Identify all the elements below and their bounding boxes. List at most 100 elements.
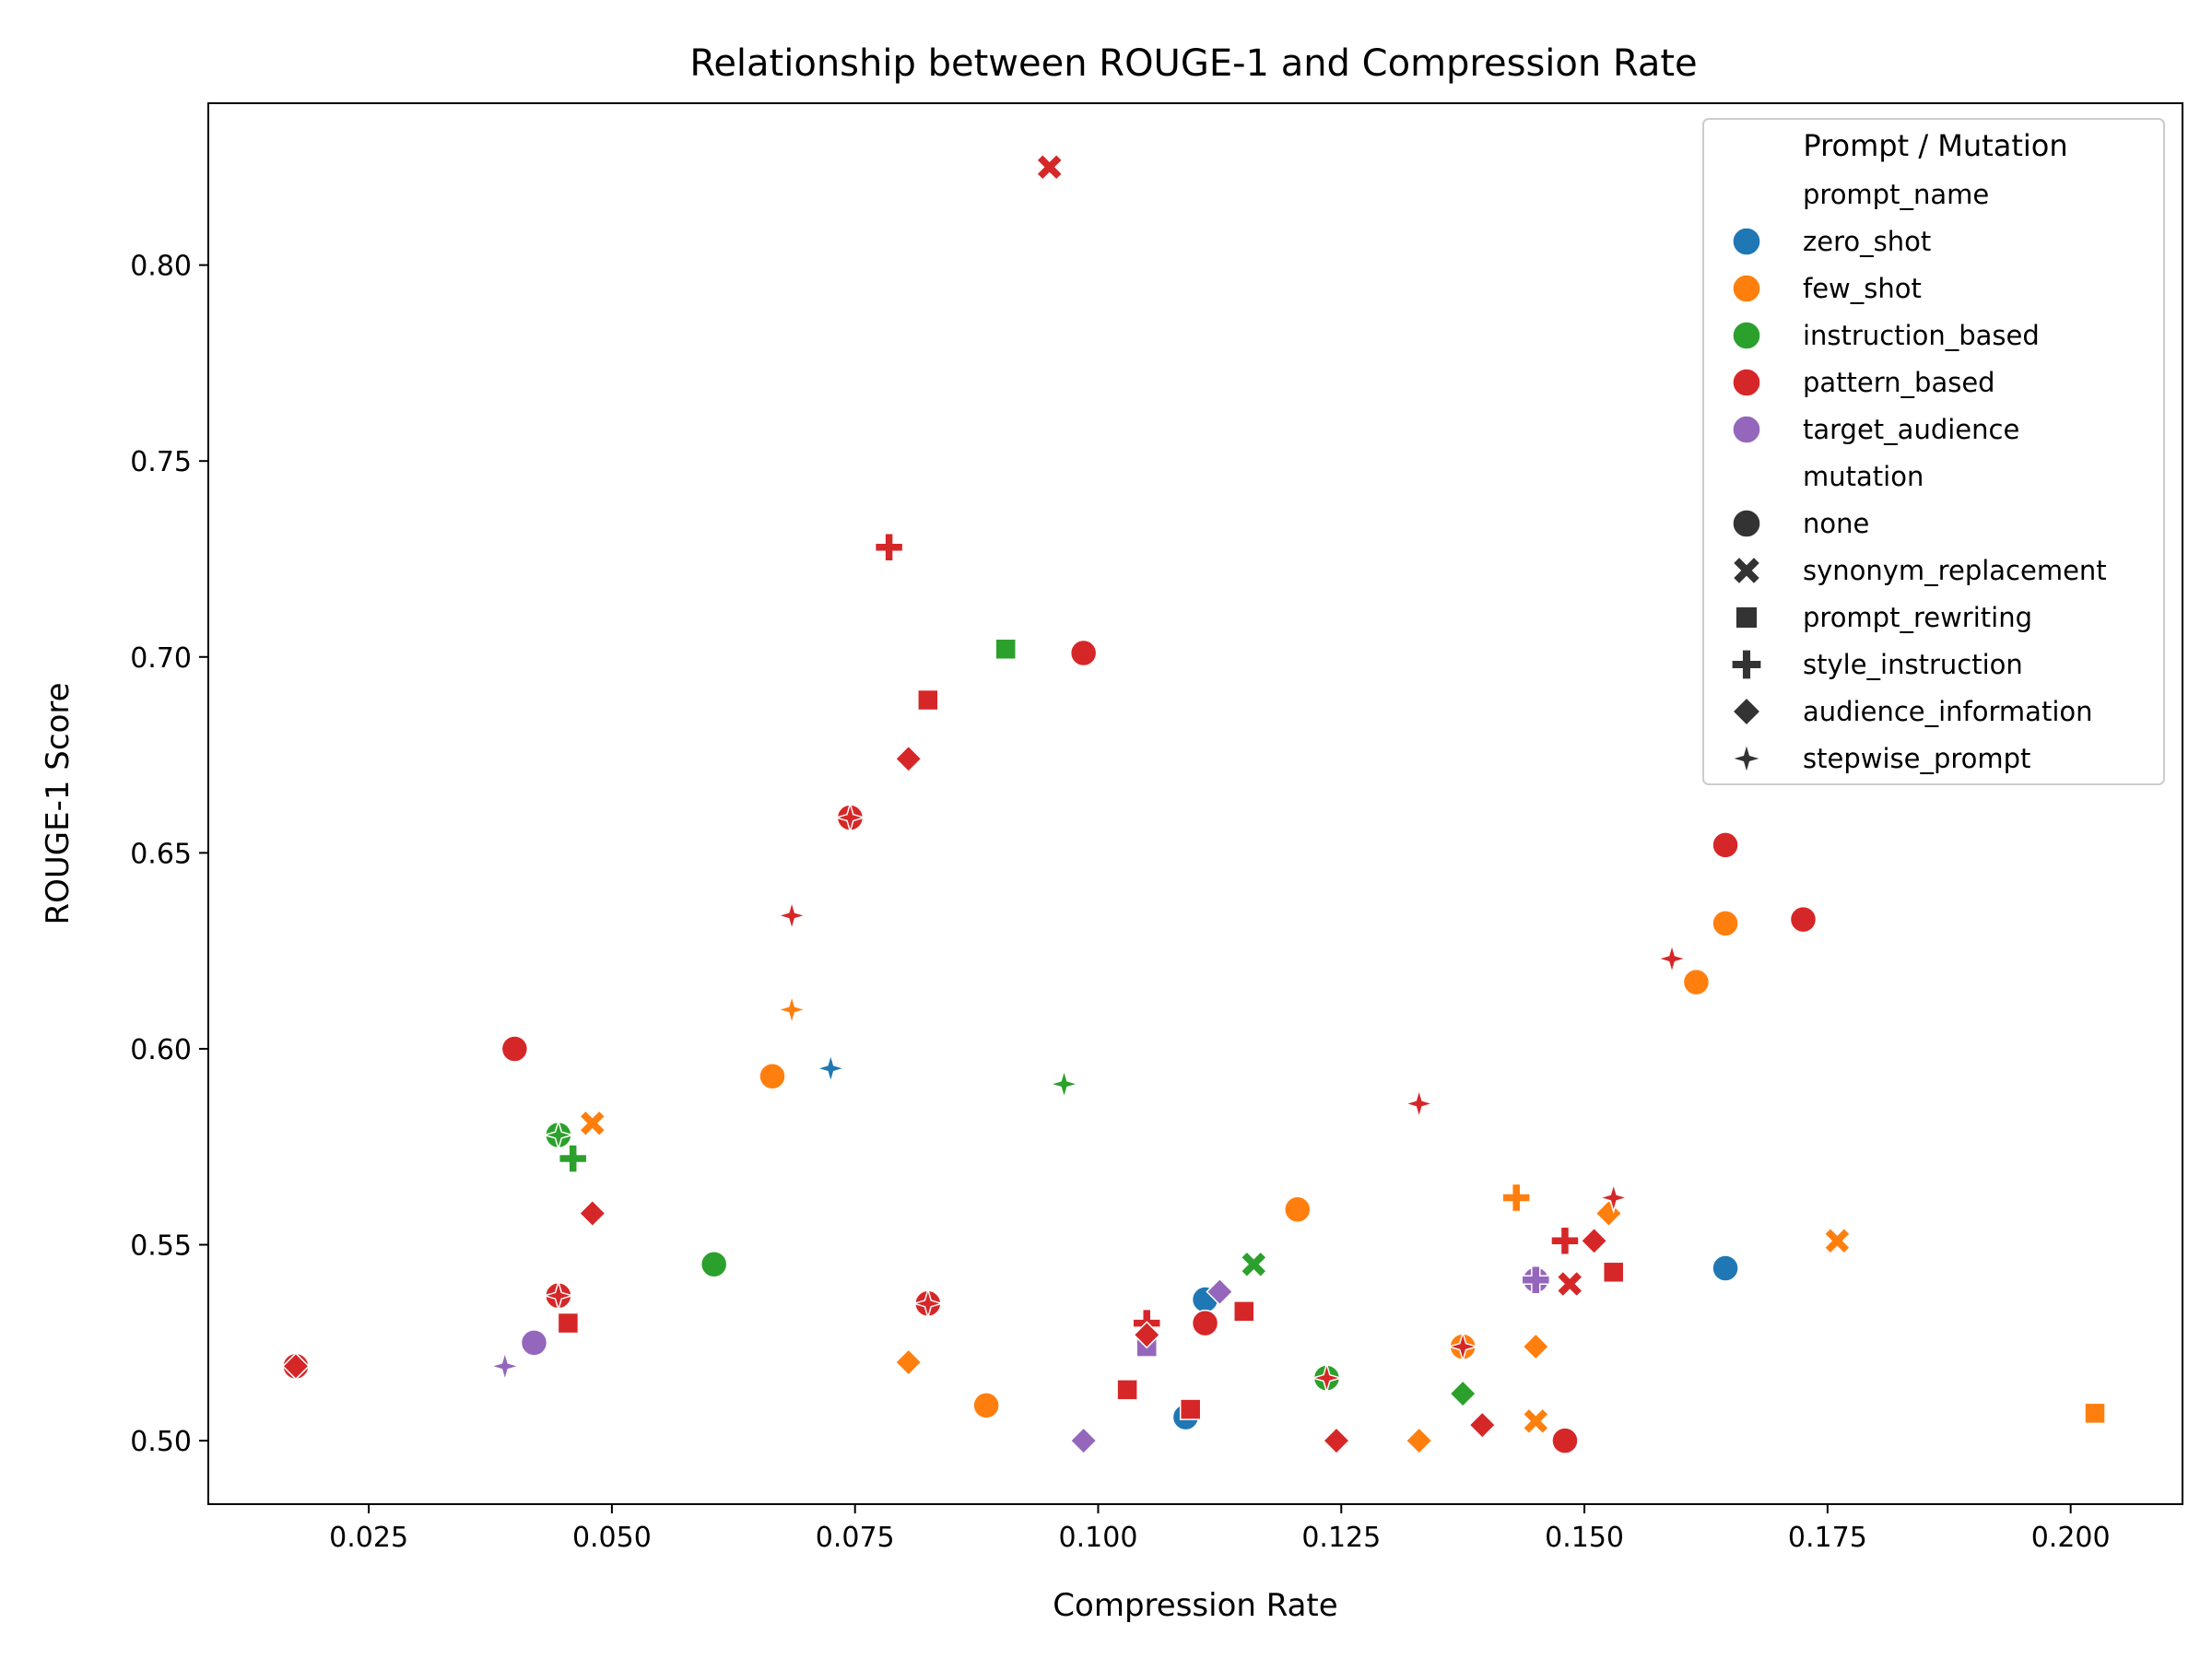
- legend-item-pattern_based: pattern_based: [1803, 367, 1995, 398]
- data-point-pattern_based-stepwise_prompt: [542, 1279, 575, 1312]
- data-point-pattern_based-stepwise_prompt: [833, 801, 867, 834]
- data-point-few_shot-stepwise_prompt: [775, 993, 808, 1027]
- data-point-pattern_based-prompt_rewriting: [1116, 1379, 1138, 1401]
- data-point-target_audience-stepwise_prompt: [488, 1349, 522, 1383]
- legend-marker-style_instruction: [1730, 648, 1763, 681]
- y-tick-label: 0.65: [130, 838, 192, 870]
- data-point-few_shot-none: [1284, 1195, 1312, 1224]
- data-point-pattern_based-stepwise_prompt: [1655, 942, 1688, 975]
- data-point-pattern_based-audience_information: [1133, 1321, 1161, 1349]
- data-point-few_shot-audience_information: [1522, 1333, 1550, 1361]
- legend-marker-none: [1732, 509, 1761, 538]
- data-point-few_shot-none: [972, 1392, 1000, 1419]
- data-point-few_shot-synonym_replacement: [1522, 1407, 1550, 1435]
- data-point-pattern_based-prompt_rewriting: [1602, 1261, 1625, 1284]
- data-point-pattern_based-audience_information: [1322, 1427, 1351, 1455]
- legend-marker-synonym_replacement: [1731, 555, 1762, 586]
- data-point-few_shot-audience_information: [894, 1348, 923, 1377]
- legend-item-few_shot: few_shot: [1803, 273, 1922, 304]
- legend-item-audience_information: audience_information: [1803, 696, 2093, 727]
- legend-item-stepwise_prompt: stepwise_prompt: [1803, 743, 2030, 774]
- legend-marker-stepwise_prompt: [1728, 740, 1765, 777]
- data-point-pattern_based-prompt_rewriting: [557, 1312, 580, 1335]
- x-tick-label: 0.075: [816, 1522, 895, 1554]
- data-point-pattern_based-none: [1789, 905, 1818, 934]
- data-point-instruction_based-prompt_rewriting: [994, 638, 1017, 661]
- data-point-pattern_based-stepwise_prompt: [1310, 1361, 1344, 1394]
- y-axis: 0.50 0.55 0.60 0.65 0.70 0.75 0.80: [130, 251, 208, 1458]
- x-tick-label: 0.150: [1545, 1522, 1624, 1554]
- data-point-pattern_based-style_instruction: [874, 532, 904, 562]
- data-point-target_audience-none: [520, 1329, 548, 1357]
- data-point-pattern_based-audience_information: [1468, 1411, 1497, 1440]
- legend-item-target_audience: target_audience: [1803, 414, 2019, 445]
- data-point-target_audience-audience_information: [1069, 1427, 1098, 1455]
- legend-item-zero_shot: zero_shot: [1803, 226, 1931, 257]
- data-point-target_audience-audience_information: [1206, 1277, 1234, 1306]
- y-tick-label: 0.70: [130, 642, 192, 675]
- legend-item-synonym_replacement: synonym_replacement: [1803, 555, 2107, 586]
- y-tick-label: 0.55: [130, 1230, 192, 1263]
- x-tick-label: 0.200: [2031, 1522, 2111, 1554]
- legend-heading-mutation: mutation: [1803, 461, 1924, 492]
- data-point-pattern_based-prompt_rewriting: [917, 688, 939, 712]
- legend-box: [1702, 118, 2165, 785]
- data-point-instruction_based-stepwise_prompt: [1047, 1067, 1081, 1100]
- legend-item-none: none: [1803, 508, 1869, 539]
- legend-item-instruction_based: instruction_based: [1803, 320, 2040, 351]
- data-point-few_shot-audience_information: [1594, 1199, 1623, 1228]
- data-points: [281, 153, 2106, 1455]
- legend-marker-audience_information: [1731, 696, 1762, 727]
- data-point-few_shot-none: [1712, 910, 1739, 937]
- data-point-instruction_based-style_instruction: [558, 1144, 588, 1173]
- data-point-few_shot-audience_information: [1405, 1427, 1433, 1455]
- data-point-pattern_based-none: [500, 1035, 529, 1063]
- data-point-zero_shot-stepwise_prompt: [814, 1052, 847, 1085]
- data-point-instruction_based-none: [700, 1251, 728, 1278]
- plot-frame: [207, 102, 2183, 1505]
- data-point-pattern_based-prompt_rewriting: [1233, 1300, 1255, 1323]
- data-point-pattern_based-synonym_replacement: [1556, 1270, 1584, 1298]
- data-point-pattern_based-style_instruction: [1550, 1226, 1580, 1256]
- x-tick-label: 0.175: [1788, 1522, 1867, 1554]
- data-point-few_shot-none: [759, 1062, 786, 1090]
- data-point-few_shot-synonym_replacement: [1823, 1227, 1852, 1255]
- data-point-instruction_based-stepwise_prompt: [542, 1118, 575, 1152]
- legend-title: Prompt / Mutation: [1803, 128, 2067, 163]
- data-point-pattern_based-stepwise_prompt: [1446, 1330, 1479, 1363]
- data-point-instruction_based-audience_information: [1449, 1380, 1477, 1408]
- data-point-few_shot-synonym_replacement: [578, 1109, 606, 1137]
- legend-item-prompt_rewriting: prompt_rewriting: [1803, 602, 2032, 633]
- data-point-pattern_based-none: [1191, 1309, 1219, 1337]
- legend-heading-prompt-name: prompt_name: [1803, 179, 1989, 210]
- data-point-pattern_based-synonym_replacement: [1035, 153, 1064, 182]
- data-point-pattern_based-audience_information: [894, 745, 923, 773]
- legend-marker-target_audience: [1732, 415, 1761, 444]
- data-point-pattern_based-none: [1069, 639, 1098, 667]
- data-point-few_shot-none: [1682, 968, 1711, 996]
- legend-marker-few_shot: [1732, 274, 1761, 303]
- data-point-pattern_based-none: [1551, 1427, 1579, 1454]
- data-point-pattern_based-audience_information: [281, 1352, 311, 1381]
- data-point-target_audience-style_instruction: [1521, 1265, 1551, 1295]
- data-point-instruction_based-synonym_replacement: [1240, 1250, 1268, 1278]
- legend-marker-zero_shot: [1732, 227, 1761, 256]
- data-point-pattern_based-audience_information: [1580, 1227, 1608, 1255]
- data-point-pattern_based-prompt_rewriting: [1179, 1398, 1202, 1420]
- data-point-pattern_based-stepwise_prompt: [1597, 1181, 1630, 1215]
- legend-marker-prompt_rewriting: [1735, 606, 1759, 629]
- x-tick-label: 0.125: [1301, 1522, 1381, 1554]
- x-tick-label: 0.100: [1059, 1522, 1138, 1554]
- legend-marker-instruction_based: [1732, 321, 1761, 350]
- data-point-pattern_based-audience_information: [578, 1199, 606, 1228]
- legend-item-style_instruction: style_instruction: [1803, 649, 2023, 680]
- legend-marker-pattern_based: [1732, 368, 1761, 397]
- data-point-pattern_based-stepwise_prompt: [912, 1287, 945, 1320]
- x-tick-label: 0.025: [329, 1522, 408, 1554]
- data-point-pattern_based-stepwise_prompt: [1403, 1087, 1436, 1121]
- x-axis: 0.025 0.050 0.075 0.100 0.125 0.150 0.175 0.200: [329, 1504, 2111, 1554]
- legend: Prompt / Mutation prompt_name zero_shotfew…: [1702, 118, 2165, 785]
- y-tick-label: 0.80: [130, 251, 192, 283]
- y-tick-label: 0.60: [130, 1034, 192, 1066]
